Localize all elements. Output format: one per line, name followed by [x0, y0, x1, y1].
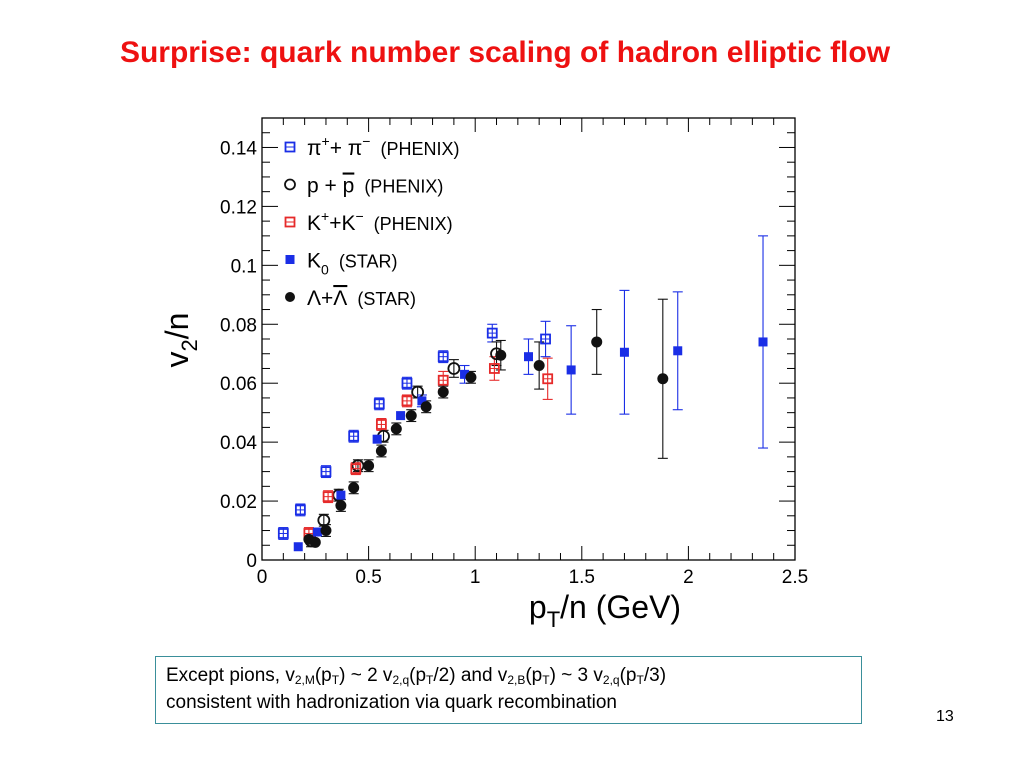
data-point-s4 — [533, 360, 545, 372]
data-point-s0 — [540, 333, 551, 345]
legend-label: K++K− (PHENIX) — [307, 208, 453, 235]
x-axis-title: pT/n (GeV) — [529, 589, 681, 632]
note-subscript: 2,B — [507, 673, 526, 687]
x-tick-label: 1.5 — [569, 567, 595, 588]
data-point-s2 — [322, 491, 334, 503]
data-point-s3 — [336, 490, 346, 500]
y-tick-label: 0.14 — [220, 138, 257, 159]
note-subscript: T — [542, 673, 550, 687]
note-subscript: T — [331, 673, 340, 687]
note-text: ) ~ 3 v — [549, 665, 603, 686]
y-tick-label: 0.12 — [220, 197, 257, 218]
legend-marker — [284, 141, 296, 153]
data-point-s0 — [373, 398, 385, 410]
page-number: 13 — [936, 708, 954, 725]
y-tick-label: 0.1 — [231, 256, 257, 277]
note-text: (p — [525, 665, 543, 686]
data-point-s3 — [293, 542, 303, 552]
data-point-s4 — [465, 371, 477, 383]
data-point-s0 — [437, 351, 449, 363]
data-point-s2 — [437, 374, 449, 386]
data-point-s4 — [420, 401, 432, 413]
note-subscript: 2,q — [392, 673, 410, 687]
data-point-s3 — [673, 346, 683, 356]
note-text: ) ~ 2 v — [339, 665, 393, 686]
data-point-s2 — [542, 373, 554, 385]
data-point-s3 — [619, 347, 629, 357]
note-subscript: T — [426, 673, 434, 687]
data-point-s0 — [401, 377, 413, 389]
note-text: (p — [619, 665, 637, 686]
data-point-s1 — [447, 362, 461, 375]
error-bars — [278, 235, 769, 548]
data-point-s4 — [591, 336, 603, 348]
legend-marker — [284, 216, 296, 228]
data-point-s0 — [348, 430, 360, 442]
y-tick-label: 0.02 — [220, 492, 257, 513]
scaling-statement: Except pions, v2,M(pT) ~ 2 v2,q(pT/2) an… — [166, 662, 861, 689]
y-axis: 0 0.02 0.04 0.06 0.08 0.1 0.12 0.14 — [220, 117, 795, 572]
data-point-s4 — [348, 482, 360, 494]
v2-scaling-chart: 0 0.5 1 1.5 2 2.5 0 0.02 0.04 0.06 0.08 0.1 0.12 0.1… — [159, 117, 808, 632]
data-point-s0 — [294, 504, 306, 516]
data-point-s2 — [488, 363, 500, 374]
note-text: (p — [314, 665, 332, 686]
legend-marker — [285, 255, 295, 264]
data-point-s4 — [495, 349, 507, 361]
x-tick-label: 2.5 — [782, 567, 808, 588]
x-tick-label: 0 — [257, 567, 268, 588]
slide-title: Surprise: quark number scaling of hadron… — [119, 36, 891, 69]
data-point-s0 — [277, 528, 289, 539]
axis-labels: pT/n (GeV) v2/n — [159, 313, 681, 632]
recombination-statement: consistent with hadronization via quark … — [166, 692, 617, 713]
legend-label: π++ π− (PHENIX) — [307, 133, 459, 160]
data-point-s4 — [335, 499, 347, 511]
data-point-s0 — [486, 327, 498, 339]
data-point-s3 — [758, 337, 768, 347]
x-tick-label: 1 — [470, 567, 481, 588]
data-point-s3 — [372, 434, 382, 444]
legend-label: Λ+Λ (STAR) — [307, 287, 416, 310]
legend-marker — [285, 292, 295, 302]
data-point-s4 — [405, 410, 417, 422]
data-point-s4 — [375, 445, 387, 457]
y-tick-label: 0.08 — [220, 315, 257, 336]
data-point-s3 — [312, 527, 322, 537]
y-tick-label: 0.06 — [220, 374, 257, 395]
data-point-s3 — [396, 411, 406, 421]
y-tick-label: 0.04 — [220, 433, 257, 454]
data-point-s3 — [566, 365, 576, 375]
data-points — [277, 327, 768, 552]
data-point-s4 — [390, 423, 402, 435]
note-text: (p — [409, 665, 427, 686]
y-tick-label: 0 — [246, 551, 257, 572]
data-point-s4 — [320, 525, 332, 537]
x-axis: 0 0.5 1 1.5 2 2.5 — [257, 118, 808, 588]
conclusion-box: Except pions, v2,M(pT) ~ 2 v2,q(pT/2) an… — [155, 656, 862, 724]
data-point-s2 — [401, 395, 413, 407]
data-point-s3 — [460, 369, 470, 379]
data-point-s4 — [309, 536, 321, 548]
y-axis-title: v2/n — [159, 313, 202, 368]
data-point-s0 — [320, 466, 332, 478]
note-text: /2) and v — [433, 665, 508, 686]
data-point-s2 — [375, 419, 387, 430]
legend-label: K0 (STAR) — [307, 250, 397, 278]
note-subscript: 2,M — [294, 673, 315, 687]
note-subscript: 2,q — [602, 673, 620, 687]
x-tick-label: 0.5 — [355, 567, 381, 588]
data-point-s3 — [417, 396, 427, 406]
legend-marker — [284, 178, 296, 191]
note-subscript: T — [636, 673, 644, 687]
legend: π++ π− (PHENIX) p + p (PHENIX) K++K− (PHEN… — [284, 133, 459, 310]
note-text: /3) — [643, 665, 667, 686]
note-text: Except pions, v — [166, 665, 295, 686]
data-point-s3 — [524, 352, 533, 362]
data-point-s4 — [363, 460, 375, 472]
data-point-s4 — [657, 373, 669, 385]
legend-label: p + p (PHENIX) — [307, 175, 443, 198]
x-tick-label: 2 — [683, 567, 694, 588]
data-point-s4 — [437, 386, 449, 398]
data-point-s2 — [350, 463, 362, 475]
